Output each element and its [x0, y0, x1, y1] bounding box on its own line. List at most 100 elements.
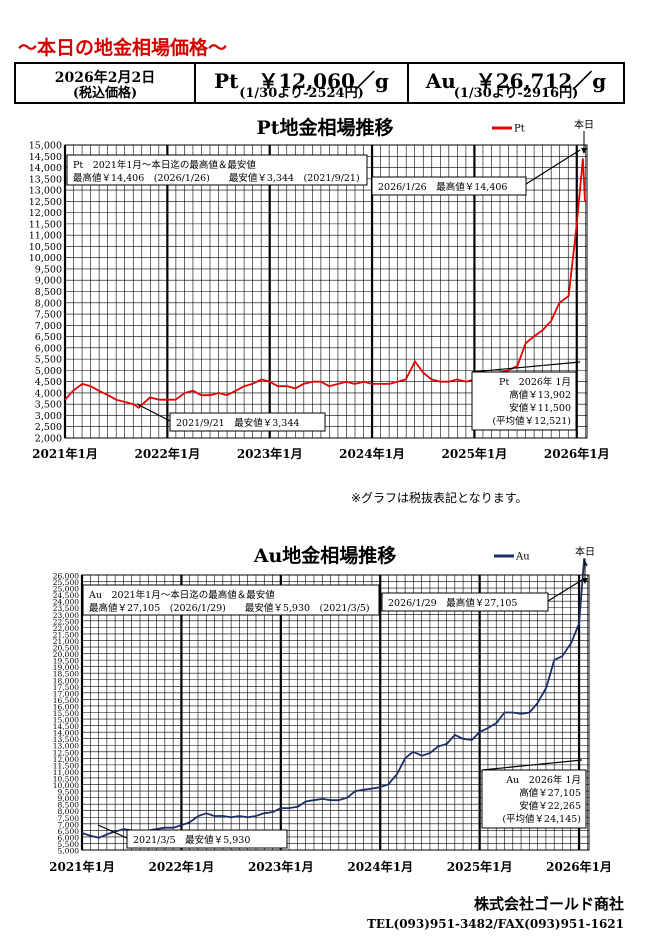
- y-tick-label: 9,000: [35, 276, 62, 287]
- y-tick-label: 9,000: [58, 794, 80, 803]
- y-tick-label: 5,000: [35, 366, 62, 377]
- x-tick-label: 2025年1月: [447, 859, 513, 874]
- annotation-pointer: [547, 579, 583, 602]
- chart-title: Pt地金相場推移: [256, 116, 393, 139]
- series-line: [64, 158, 586, 409]
- y-tick-label: 18,500: [53, 670, 79, 679]
- y-tick-label: 12,000: [29, 208, 62, 219]
- today-label: 本日: [575, 545, 595, 558]
- pt-price: Pt ￥12,060／g: [214, 69, 389, 93]
- y-tick-label: 15,500: [53, 709, 79, 718]
- annotation-text: Pt 2021年1月～本日迄の最高値＆最安値: [73, 159, 256, 171]
- y-tick-label: 14,500: [29, 152, 62, 163]
- annotation-text: Au 2026年 1月: [505, 774, 581, 786]
- y-tick-label: 13,000: [53, 742, 79, 751]
- annotation-text: Pt 2026年 1月: [499, 376, 571, 388]
- y-tick-label: 10,000: [53, 781, 79, 790]
- y-tick-label: 10,500: [53, 774, 79, 783]
- y-tick-label: 24,000: [53, 598, 79, 607]
- y-tick-label: 4,500: [35, 377, 62, 388]
- y-tick-label: 6,500: [58, 827, 80, 836]
- annotation-text: 安値￥22,265: [519, 800, 581, 812]
- annotation-pointer: [471, 361, 581, 373]
- annotation-box: [481, 769, 587, 829]
- today-arrow-head: [582, 578, 588, 584]
- au-chart: Au地金相場推移26,00025,50025,00024,50024,00023…: [49, 544, 612, 874]
- y-tick-label: 7,000: [35, 321, 62, 332]
- y-tick-label: 2,000: [35, 434, 62, 445]
- annotation-text: 最高値￥27,105 (2026/1/29) 最安値￥5,930 (2021/3…: [89, 602, 370, 614]
- y-tick-label: 10,000: [29, 253, 62, 264]
- annotation-text: 最高値￥14,406 (2026/1/26) 最安値￥3,344 (2021/9…: [73, 172, 360, 184]
- y-tick-label: 5,500: [58, 840, 80, 849]
- y-tick-label: 12,500: [53, 748, 79, 757]
- x-tick-label: 2023年1月: [248, 859, 314, 874]
- pt-change: (1/30より-2524円): [239, 86, 364, 101]
- annotation-box: [66, 154, 368, 186]
- y-tick-label: 11,000: [53, 768, 79, 777]
- x-tick-label: 2025年1月: [442, 446, 508, 461]
- company-contact: TEL(093)951-3482/FAX(093)951-1621: [367, 917, 624, 931]
- annotation-pointer: [136, 403, 171, 422]
- y-tick-label: 5,500: [35, 355, 62, 366]
- y-tick-label: 7,500: [58, 814, 80, 823]
- y-tick-label: 2,500: [35, 422, 62, 433]
- y-tick-label: 16,500: [53, 696, 79, 705]
- y-tick-label: 7,000: [58, 820, 80, 829]
- chart-title: Au地金相場推移: [253, 544, 397, 567]
- x-tick-label: 2024年1月: [347, 859, 413, 874]
- today-arrow-head: [581, 148, 587, 154]
- x-tick-label: 2026年1月: [544, 446, 610, 461]
- y-tick-label: 15,000: [53, 716, 79, 725]
- today-label: 本日: [574, 118, 594, 131]
- annotation-pointer: [481, 759, 583, 771]
- y-tick-label: 6,000: [58, 833, 80, 842]
- y-tick-label: 24,500: [53, 591, 79, 600]
- y-tick-label: 25,500: [53, 578, 79, 587]
- au-cell: Au ￥26,712／g (1/30より-2916円): [407, 64, 623, 102]
- y-tick-label: 8,500: [58, 801, 80, 810]
- au-change: (1/30より-2916円): [453, 86, 579, 101]
- y-tick-label: 23,500: [53, 604, 79, 613]
- y-tick-label: 22,000: [53, 624, 79, 633]
- y-tick-label: 6,500: [35, 332, 62, 343]
- x-tick-label: 2021年1月: [49, 859, 115, 874]
- annotation-text: 高値￥27,105: [519, 787, 581, 799]
- tax-note: (税込価格): [72, 86, 138, 101]
- y-tick-label: 4,000: [35, 388, 62, 399]
- company-name: 株式会社ゴールド商社: [473, 895, 624, 913]
- y-tick-label: 20,000: [53, 650, 79, 659]
- y-tick-label: 19,000: [53, 663, 79, 672]
- y-tick-label: 11,500: [53, 761, 79, 770]
- annotation-pointer: [97, 824, 128, 839]
- x-tick-label: 2023年1月: [237, 446, 303, 461]
- annotation-pointer: [525, 149, 581, 185]
- pt-cell: Pt ￥12,060／g (1/30より-2524円): [194, 64, 407, 102]
- series-line: [81, 557, 588, 839]
- annotation-text: 2026/1/29 最高値￥27,105: [388, 597, 517, 609]
- page-title: ～本日の地金相場価格～: [18, 37, 228, 59]
- annotation-box: [471, 371, 577, 431]
- annotation-box: [169, 412, 326, 432]
- annotation-text: (平均値￥24,145): [502, 813, 581, 825]
- annotation-box: [381, 592, 549, 612]
- y-tick-label: 21,000: [53, 637, 79, 646]
- price-table: 2026年2月2日 (税込価格) Pt ￥12,060／g (1/30より-25…: [14, 62, 625, 104]
- annotation-text: (平均値￥12,521): [492, 415, 571, 427]
- annotation-text: 2021/9/21 最安値￥3,344: [176, 417, 299, 429]
- annotation-text: 高値￥13,902: [509, 389, 571, 401]
- y-tick-label: 5,000: [58, 847, 80, 856]
- annotation-text: Au 2021年1月～本日迄の最高値＆最安値: [88, 589, 275, 601]
- y-tick-label: 3,500: [35, 400, 62, 411]
- au-price: Au ￥26,712／g: [425, 69, 607, 93]
- x-tick-label: 2022年1月: [149, 859, 215, 874]
- x-tick-label: 2026年1月: [546, 859, 612, 874]
- tax-footnote: ※グラフは税抜表記となります。: [351, 491, 528, 505]
- y-tick-label: 8,000: [35, 298, 62, 309]
- legend-label: Au: [515, 552, 530, 563]
- y-tick-label: 6,000: [35, 343, 62, 354]
- x-tick-label: 2024年1月: [339, 446, 405, 461]
- y-tick-label: 13,500: [29, 174, 62, 185]
- y-tick-label: 26,000: [53, 572, 79, 581]
- y-tick-label: 13,000: [29, 186, 62, 197]
